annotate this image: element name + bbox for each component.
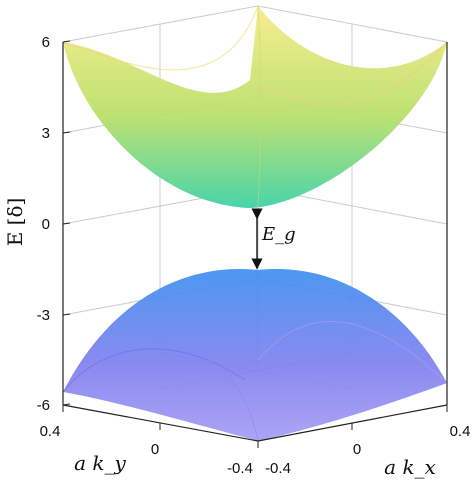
floor-tick-marks [62, 405, 448, 448]
ky-tick-label: 0 [151, 441, 159, 458]
ky-tick-label: -0.4 [227, 460, 253, 477]
valence-band-surface [62, 268, 448, 442]
z-axis-label: E [δ] [3, 198, 27, 247]
kx-tick-label: 0.4 [450, 423, 471, 440]
gap-label: E_g [261, 224, 296, 245]
ky-tick-label: 0.4 [40, 423, 61, 440]
conduction-band-surface [62, 5, 448, 209]
z-tick-label: 0 [42, 216, 50, 233]
ky-axis-label: a k_y [74, 451, 126, 475]
z-tick-label: -6 [37, 397, 50, 414]
kx-axis-label: a k_x [384, 455, 436, 479]
z-tick-marks [62, 40, 71, 406]
kx-tick-label: 0 [353, 441, 361, 458]
z-tick-label: -3 [37, 307, 50, 324]
z-tick-label: 3 [42, 125, 50, 142]
z-tick-label: 6 [42, 34, 50, 51]
kx-tick-label: -0.4 [265, 460, 291, 477]
